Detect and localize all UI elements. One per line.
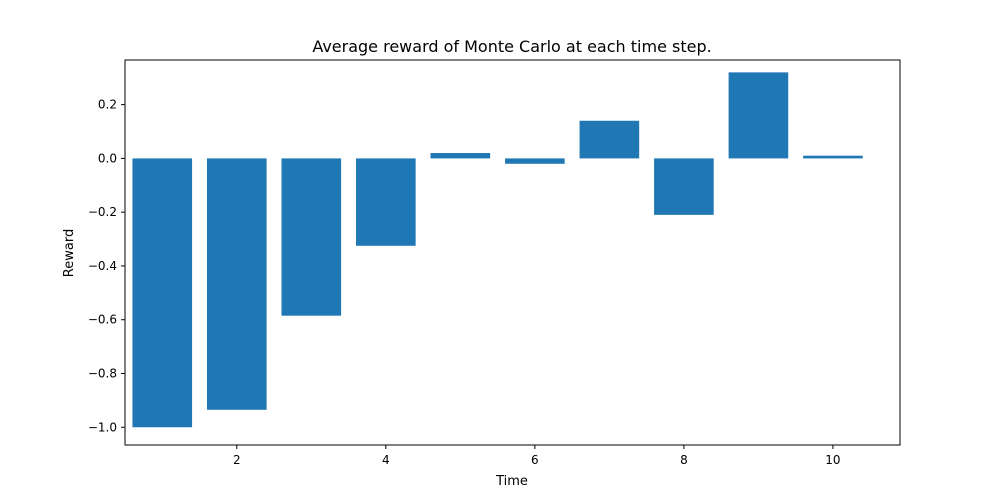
bar-time-2 — [206, 158, 267, 410]
y-tick-label: −0.4 — [88, 259, 117, 273]
bar-time-6 — [505, 158, 565, 164]
x-axis-ticks: 2 4 6 8 10 — [233, 445, 841, 467]
bar-time-9 — [728, 72, 789, 159]
x-axis-label: Time — [495, 474, 528, 489]
bar-time-5 — [430, 153, 491, 159]
bar-time-1 — [132, 158, 193, 428]
y-tick-label: −0.8 — [88, 366, 117, 380]
bar-time-7 — [579, 120, 640, 159]
x-tick-label: 2 — [233, 453, 241, 467]
chart-title: Average reward of Monte Carlo at each ti… — [312, 37, 711, 56]
y-tick-label: 0.0 — [98, 151, 117, 165]
x-tick-label: 10 — [825, 453, 840, 467]
x-tick-label: 6 — [531, 453, 539, 467]
bar-time-8 — [654, 158, 714, 215]
x-tick-label: 4 — [382, 453, 390, 467]
x-tick-label: 8 — [680, 453, 688, 467]
y-axis-label: Reward — [62, 229, 77, 277]
bars-group — [132, 72, 863, 428]
bar-time-3 — [281, 158, 342, 316]
y-tick-label: −0.6 — [88, 313, 117, 327]
y-axis-ticks: −1.0 −0.8 −0.6 −0.4 −0.2 0.0 0.2 — [88, 98, 125, 434]
bar-time-10 — [803, 155, 863, 159]
y-tick-label: −1.0 — [88, 420, 117, 434]
bar-time-4 — [356, 158, 416, 246]
y-tick-label: −0.2 — [88, 205, 117, 219]
plot-frame — [124, 59, 901, 446]
y-tick-label: 0.2 — [98, 98, 117, 112]
